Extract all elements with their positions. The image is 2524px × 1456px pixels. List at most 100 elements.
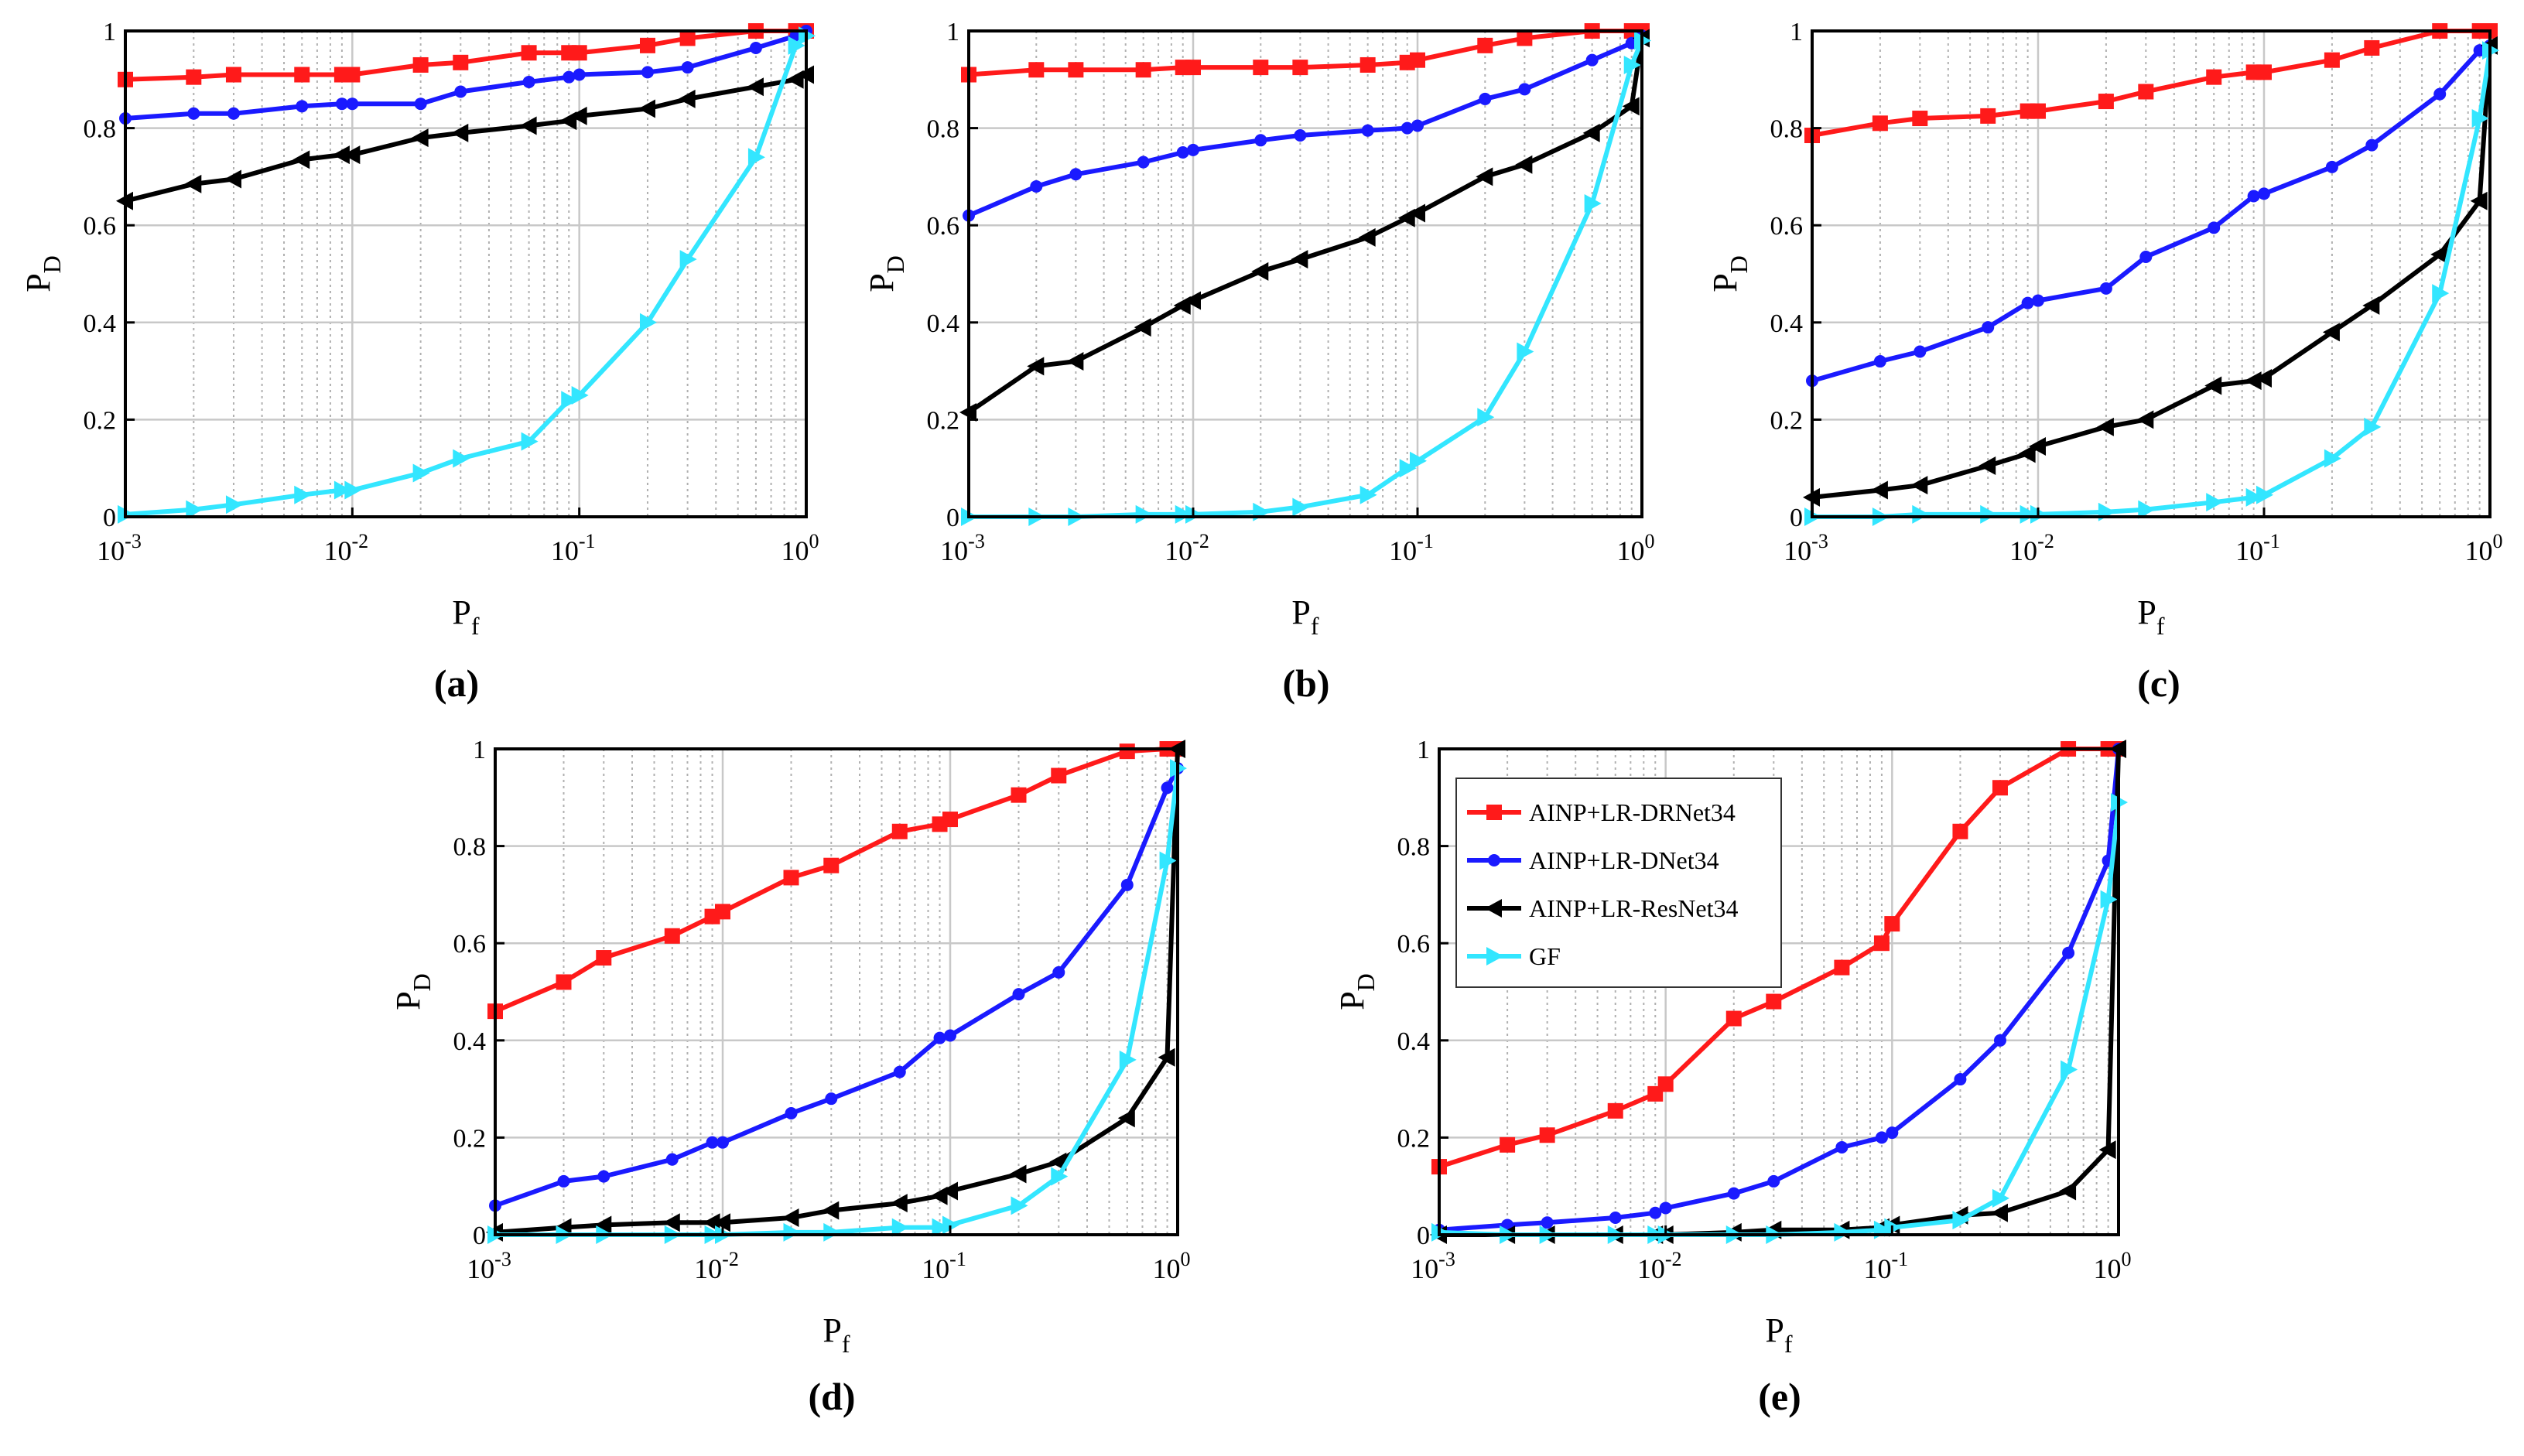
data-point bbox=[1119, 1050, 1137, 1069]
data-point bbox=[184, 174, 202, 193]
data-point bbox=[412, 56, 429, 73]
y-tick-label: 0 bbox=[1417, 1222, 1430, 1250]
data-point bbox=[411, 128, 429, 148]
axes-frame bbox=[494, 747, 1179, 1236]
y-tick-label: 0.8 bbox=[453, 833, 487, 862]
data-point bbox=[1358, 227, 1376, 247]
data-point bbox=[2138, 84, 2154, 100]
series-line bbox=[494, 747, 1178, 1013]
data-point bbox=[1009, 1164, 1027, 1184]
data-point bbox=[1187, 143, 1199, 156]
x-tick-label: 10-1 bbox=[1389, 530, 1434, 566]
data-point bbox=[186, 69, 202, 85]
y-tick-label: 0.8 bbox=[927, 115, 960, 144]
data-point bbox=[2432, 284, 2450, 303]
legend-marker bbox=[1486, 805, 1502, 820]
y-tick-label: 0.6 bbox=[927, 212, 960, 241]
data-point bbox=[522, 75, 535, 88]
data-point bbox=[891, 823, 908, 839]
series-line bbox=[125, 72, 808, 203]
data-point bbox=[2247, 190, 2260, 203]
data-point bbox=[1582, 123, 1600, 142]
data-point bbox=[1027, 357, 1045, 376]
data-point bbox=[1607, 1102, 1623, 1119]
data-point bbox=[1517, 342, 1534, 361]
legend-entry: AINP+LR-DNet34 bbox=[1529, 846, 1719, 874]
data-point bbox=[1517, 30, 1533, 46]
data-point bbox=[1910, 476, 1928, 495]
data-point bbox=[2208, 221, 2221, 234]
data-point bbox=[1873, 935, 1890, 952]
x-tick-label: 10-3 bbox=[1784, 530, 1828, 566]
data-point bbox=[1914, 345, 1927, 358]
data-point bbox=[1982, 321, 1995, 334]
data-point bbox=[1030, 179, 1043, 193]
legend-entry: AINP+LR-ResNet34 bbox=[1529, 894, 1738, 922]
y-axis-label: PD bbox=[1706, 255, 1753, 292]
data-point bbox=[294, 485, 312, 504]
y-tick-label: 0 bbox=[103, 504, 116, 532]
data-point bbox=[678, 89, 696, 108]
data-point bbox=[2322, 323, 2340, 342]
data-point bbox=[933, 1031, 946, 1044]
data-point bbox=[225, 495, 243, 514]
data-point bbox=[227, 107, 240, 120]
data-point bbox=[1158, 1048, 1175, 1067]
y-tick-label: 0.8 bbox=[1770, 115, 1804, 144]
data-point bbox=[1870, 480, 1888, 500]
data-point bbox=[2138, 500, 2156, 519]
series-line bbox=[125, 29, 808, 121]
data-point bbox=[664, 928, 680, 944]
data-point bbox=[822, 1201, 840, 1220]
series-line bbox=[967, 37, 1644, 415]
data-point bbox=[596, 950, 612, 966]
series-line bbox=[968, 29, 1642, 77]
data-point bbox=[186, 500, 203, 519]
series-line bbox=[967, 33, 1643, 218]
data-point bbox=[2098, 1140, 2116, 1160]
data-point bbox=[2136, 410, 2154, 429]
data-point bbox=[1359, 485, 1377, 504]
y-tick-label: 0.6 bbox=[1770, 212, 1804, 241]
data-point bbox=[519, 116, 537, 135]
data-point bbox=[1912, 111, 1928, 127]
series-gf bbox=[118, 26, 816, 524]
data-point bbox=[2032, 294, 2044, 307]
data-point bbox=[1135, 504, 1153, 524]
x-tick-label: 10-3 bbox=[1411, 1248, 1455, 1284]
chart-panel-e: 0 0.2 0.4 0.6 0.8 1 10-3 10-2 10-1 100 Pf PD (e) AINP… bbox=[1333, 736, 2132, 1418]
data-point bbox=[781, 1208, 799, 1228]
y-tick-label: 0 bbox=[473, 1222, 486, 1250]
series-line bbox=[1811, 43, 2492, 384]
data-point bbox=[823, 857, 840, 873]
data-point bbox=[942, 1215, 959, 1235]
data-point bbox=[597, 1170, 610, 1183]
y-tick-label: 0 bbox=[946, 504, 959, 532]
data-point bbox=[1725, 1010, 1742, 1027]
data-point bbox=[1979, 456, 1996, 476]
data-point bbox=[1727, 1187, 1740, 1200]
data-point bbox=[1873, 355, 1886, 368]
series-line bbox=[1812, 50, 2492, 519]
data-point bbox=[941, 1181, 958, 1201]
series-line bbox=[125, 29, 806, 82]
data-point bbox=[1051, 767, 1067, 784]
data-point bbox=[662, 1213, 680, 1232]
data-point bbox=[2061, 1060, 2078, 1079]
data-point bbox=[2021, 296, 2034, 309]
data-point bbox=[1052, 966, 1065, 979]
data-point bbox=[571, 386, 589, 405]
series-line bbox=[494, 748, 1180, 1235]
data-point bbox=[1410, 451, 1427, 470]
data-point bbox=[1137, 156, 1150, 169]
data-point bbox=[1609, 1212, 1622, 1225]
data-point bbox=[1980, 504, 1998, 524]
y-tick-label: 1 bbox=[946, 18, 959, 46]
data-point bbox=[1649, 1206, 1662, 1219]
data-point bbox=[2324, 449, 2341, 468]
axes-frame bbox=[1438, 747, 2120, 1236]
panel-label: (a) bbox=[434, 661, 479, 705]
y-axis-label: PD bbox=[863, 255, 909, 292]
y-tick-label: 0.8 bbox=[84, 115, 117, 144]
panel-label: (e) bbox=[1758, 1375, 1801, 1418]
